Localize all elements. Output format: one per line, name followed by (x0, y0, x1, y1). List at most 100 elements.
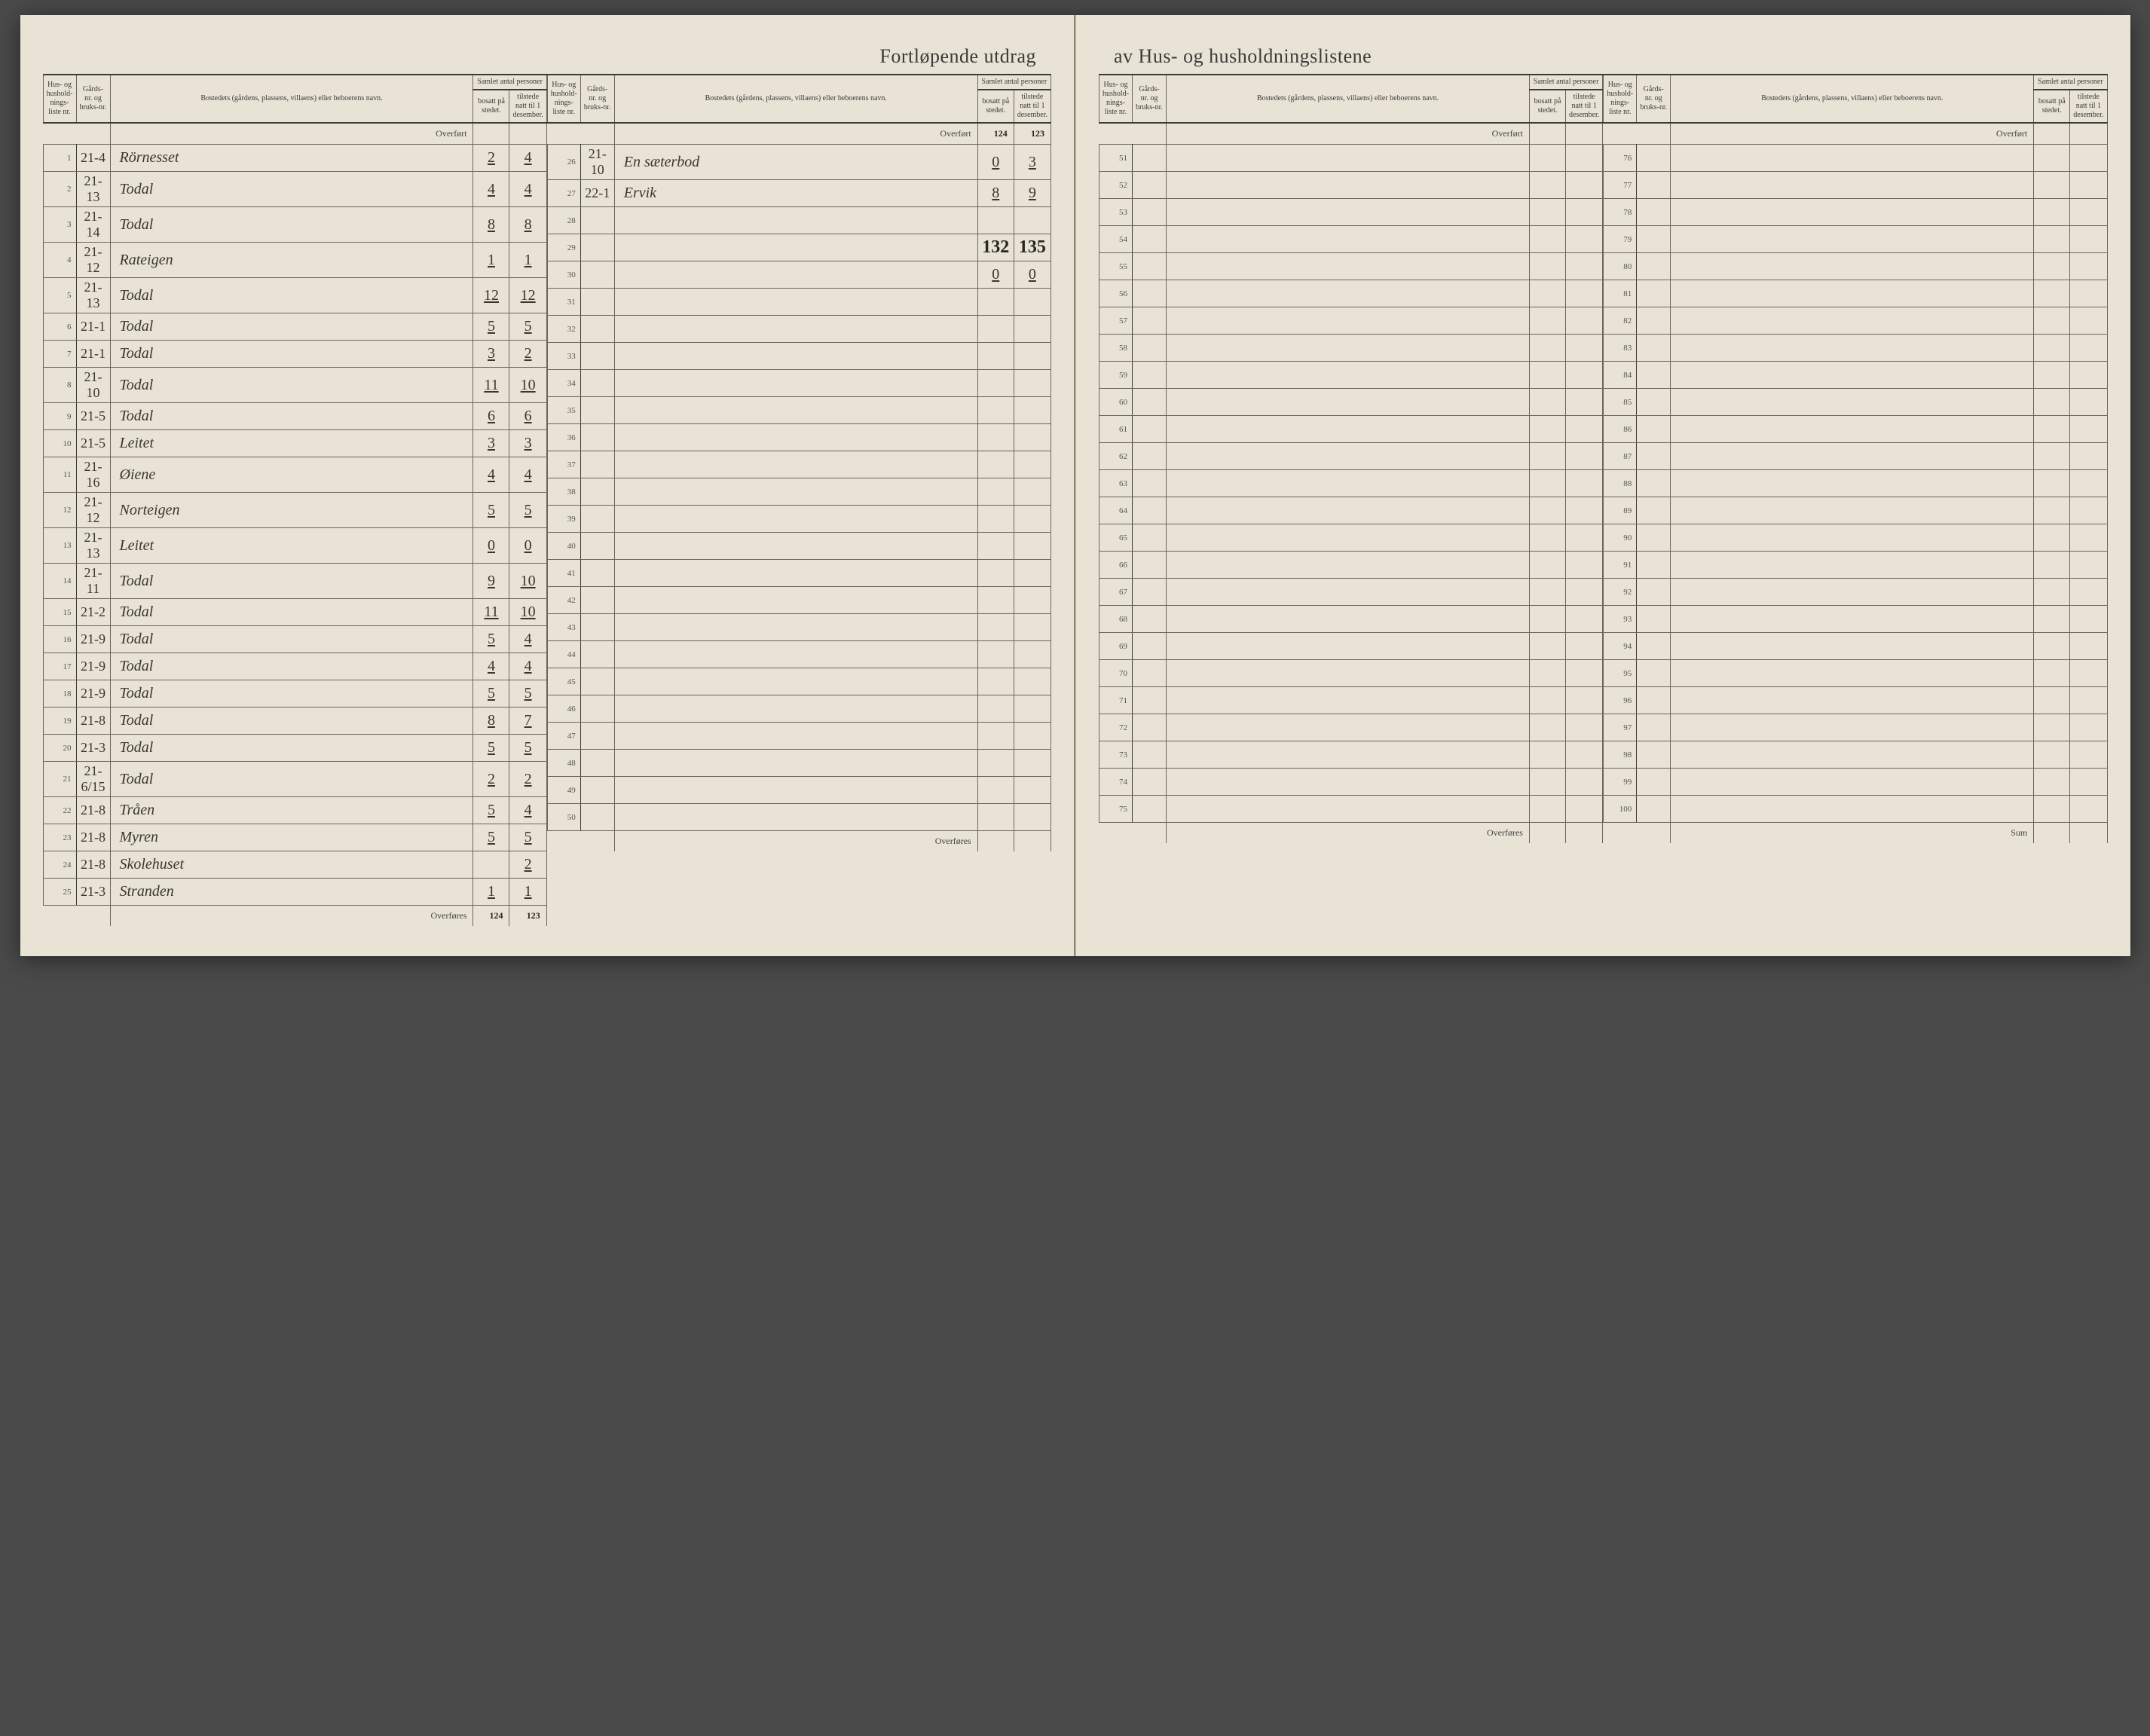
row-number: 28 (547, 207, 580, 234)
row-number: 91 (1604, 552, 1637, 579)
cell-name: Todal (110, 735, 473, 762)
table-row: 38 (547, 478, 1051, 506)
row-number: 10 (43, 430, 76, 457)
footer-row: Overføres (1099, 823, 1603, 844)
ledger-table-1: Hus- og hushold-nings-liste nr. Gårds-nr… (43, 74, 547, 926)
cell-bosatt (1529, 633, 1565, 660)
cell-gard (1637, 199, 1671, 226)
cell-tilstede (2070, 416, 2107, 443)
row-number: 53 (1099, 199, 1133, 226)
cell-bosatt (977, 560, 1014, 587)
cell-bosatt (1529, 362, 1565, 389)
cell-gard: 22-1 (580, 180, 614, 207)
cell-name (1671, 497, 2034, 524)
cell-tilstede: 4 (509, 626, 546, 653)
cell-bosatt (2034, 307, 2070, 335)
row-number: 55 (1099, 253, 1133, 280)
cell-name (1671, 443, 2034, 470)
table-row: 14 21-11 Todal 9 10 (43, 564, 546, 599)
table-header: Hus- og hushold-nings-liste nr. Gårds-nr… (43, 75, 546, 123)
row-number: 97 (1604, 714, 1637, 741)
cell-tilstede (1014, 289, 1051, 316)
table-row: 99 (1604, 769, 2107, 796)
cell-bosatt (977, 289, 1014, 316)
table-row: 55 (1099, 253, 1603, 280)
cell-tilstede (1565, 253, 1602, 280)
cell-bosatt (977, 804, 1014, 831)
cell-bosatt (2034, 606, 2070, 633)
row-number: 59 (1099, 362, 1133, 389)
cell-name: Todal (110, 313, 473, 341)
cell-bosatt (2034, 443, 2070, 470)
cell-name: Todal (110, 564, 473, 599)
cell-bosatt (2034, 552, 2070, 579)
cell-name (1167, 335, 1530, 362)
table-row: 74 (1099, 769, 1603, 796)
row-number: 34 (547, 370, 580, 397)
table-row: 92 (1604, 579, 2107, 606)
table-row: 64 (1099, 497, 1603, 524)
table-row: 82 (1604, 307, 2107, 335)
cell-bosatt (2034, 687, 2070, 714)
cell-bosatt: 5 (473, 824, 509, 851)
cell-gard: 21-1 (76, 313, 110, 341)
row-number: 60 (1099, 389, 1133, 416)
cell-gard: 21-8 (76, 797, 110, 824)
cell-bosatt (1529, 470, 1565, 497)
table-row: 46 (547, 695, 1051, 723)
row-number: 92 (1604, 579, 1637, 606)
cell-name: Rörnesset (110, 145, 473, 172)
cell-name (1167, 470, 1530, 497)
cell-name (1167, 199, 1530, 226)
cell-bosatt: 5 (473, 797, 509, 824)
row-number: 50 (547, 804, 580, 831)
row-number: 93 (1604, 606, 1637, 633)
cell-gard: 21-10 (580, 145, 614, 180)
cell-bosatt (1529, 307, 1565, 335)
cell-bosatt (977, 451, 1014, 478)
cell-name (614, 533, 977, 560)
cell-bosatt (977, 641, 1014, 668)
cell-bosatt (1529, 741, 1565, 769)
cell-tilstede (2070, 660, 2107, 687)
cell-gard: 21-9 (76, 626, 110, 653)
cell-bosatt: 11 (473, 368, 509, 403)
cell-bosatt: 3 (473, 341, 509, 368)
cell-bosatt (2034, 199, 2070, 226)
table-row: 26 21-10 En sæterbod 0 3 (547, 145, 1051, 180)
cell-bosatt: 1 (473, 879, 509, 906)
header-gard: Gårds-nr. og bruks-nr. (580, 75, 614, 123)
row-number: 100 (1604, 796, 1637, 823)
cell-gard (1637, 145, 1671, 172)
cell-tilstede (1014, 641, 1051, 668)
cell-bosatt (2034, 769, 2070, 796)
cell-name (1671, 714, 2034, 741)
table-row: 10 21-5 Leitet 3 3 (43, 430, 546, 457)
cell-name (1671, 741, 2034, 769)
table-row: 2 21-13 Todal 4 4 (43, 172, 546, 207)
row-number: 74 (1099, 769, 1133, 796)
cell-tilstede (2070, 687, 2107, 714)
cell-tilstede (2070, 226, 2107, 253)
cell-gard (580, 207, 614, 234)
cell-bosatt (977, 587, 1014, 614)
cell-tilstede: 12 (509, 278, 546, 313)
cell-tilstede (1014, 451, 1051, 478)
cell-bosatt: 132 (977, 234, 1014, 261)
cell-gard: 21-13 (76, 172, 110, 207)
row-number: 61 (1099, 416, 1133, 443)
cell-gard (580, 614, 614, 641)
row-number: 16 (43, 626, 76, 653)
cell-gard (1133, 714, 1167, 741)
row-number: 2 (43, 172, 76, 207)
table-row: 33 (547, 343, 1051, 370)
cell-bosatt (1529, 660, 1565, 687)
cell-bosatt (1529, 714, 1565, 741)
cell-bosatt (1529, 226, 1565, 253)
cell-tilstede: 1 (509, 879, 546, 906)
table-row: 94 (1604, 633, 2107, 660)
table-row: 78 (1604, 199, 2107, 226)
cell-tilstede (1014, 695, 1051, 723)
row-number: 70 (1099, 660, 1133, 687)
row-number: 90 (1604, 524, 1637, 552)
